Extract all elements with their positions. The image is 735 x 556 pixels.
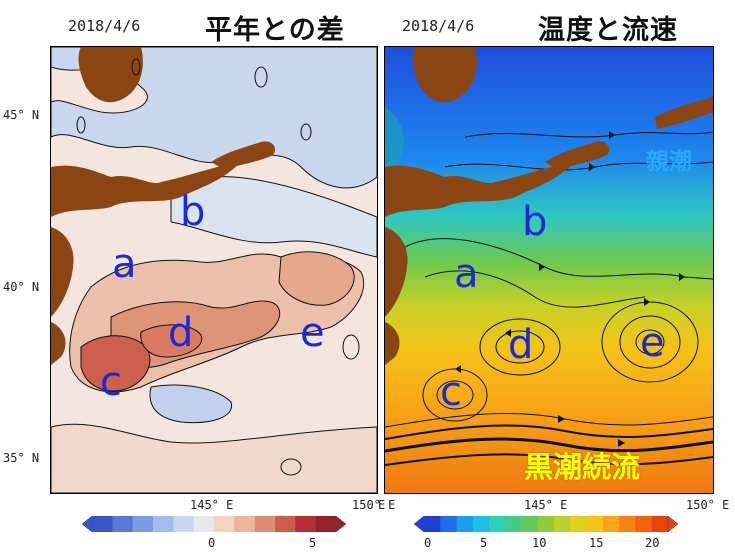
oyashio-label: 親潮 (646, 149, 692, 175)
anomaly-colorbar (82, 516, 346, 532)
temperature-colorbar-cell (456, 516, 474, 532)
right-colorbar-tick-15: 15 (589, 536, 604, 550)
y-label-45n: 45° N (3, 108, 40, 122)
temperature-colorbar-cell (489, 516, 506, 532)
anomaly-colorbar-cell (275, 516, 296, 532)
anomaly-colorbar-cell (315, 516, 337, 532)
temperature-colorbar-cell (440, 516, 457, 532)
anomaly-colorbar-cell (254, 516, 276, 532)
temperature-colorbar-extend-high (667, 516, 678, 532)
temperature-colorbar-cell (424, 516, 441, 532)
temperature-colorbar-cell (537, 516, 555, 532)
anomaly-map (51, 47, 377, 493)
left-title: 平年との差 (205, 15, 345, 46)
anomaly-colorbar-cell (92, 516, 113, 532)
temperature-colorbar-cell (586, 516, 604, 532)
anomaly-colorbar-extend-low (82, 516, 93, 532)
temperature-colorbar-cell (651, 516, 669, 532)
temperature-colorbar-cell (602, 516, 620, 532)
right-colorbar-tick-0: 0 (424, 536, 432, 550)
right-x-label-e: E (378, 498, 386, 512)
left-colorbar-tick-5: 5 (309, 536, 317, 550)
anomaly-map-panel (50, 46, 378, 494)
temperature-colorbar-cell (521, 516, 539, 532)
right-region-c: c (440, 369, 462, 415)
anomaly-colorbar-cell (153, 516, 174, 532)
right-region-d: d (508, 322, 534, 368)
left-region-b: b (180, 189, 206, 235)
temperature-colorbar-cell (554, 516, 571, 532)
anomaly-colorbar-cell (193, 516, 215, 532)
temperature-colorbar-cell (505, 516, 522, 532)
right-region-a: a (454, 251, 479, 297)
left-region-c: c (100, 359, 122, 405)
left-x-label-150e: 150° E (352, 498, 396, 512)
temperature-colorbar-extend-low (414, 516, 425, 532)
temperature-current-map (385, 47, 713, 493)
right-x-label-145e: 145° E (524, 498, 568, 512)
y-label-35n: 35° N (3, 451, 40, 465)
right-colorbar-tick-20: 20 (645, 536, 660, 550)
temperature-colorbar (414, 516, 678, 532)
anomaly-colorbar-cell (173, 516, 194, 532)
kuroshio-label: 黒潮続流 (524, 450, 641, 484)
temperature-colorbar-cell (619, 516, 636, 532)
anomaly-colorbar-cell (214, 516, 235, 532)
temperature-colorbar-cell (472, 516, 490, 532)
right-colorbar-tick-5: 5 (480, 536, 488, 550)
anomaly-colorbar-cell (112, 516, 133, 532)
anomaly-colorbar-cell (295, 516, 316, 532)
right-date: 2018/4/6 (402, 17, 475, 35)
left-date: 2018/4/6 (68, 17, 141, 35)
left-region-d: d (168, 310, 194, 356)
temperature-colorbar-cell (570, 516, 587, 532)
left-region-a: a (112, 241, 137, 287)
left-x-label-145e: 145° E (190, 498, 234, 512)
left-region-e: e (300, 310, 325, 356)
right-title: 温度と流速 (538, 15, 678, 46)
right-region-e: e (640, 320, 665, 366)
y-label-40n: 40° N (3, 280, 40, 294)
temperature-colorbar-cell (635, 516, 653, 532)
anomaly-colorbar-cell (132, 516, 154, 532)
right-colorbar-tick-10: 10 (532, 536, 547, 550)
right-region-b: b (522, 199, 548, 245)
left-colorbar-tick-0: 0 (208, 536, 216, 550)
anomaly-colorbar-cell (234, 516, 255, 532)
temperature-current-map-panel (384, 46, 714, 494)
anomaly-colorbar-extend-high (335, 516, 346, 532)
right-x-label-150e: 150° E (686, 498, 730, 512)
